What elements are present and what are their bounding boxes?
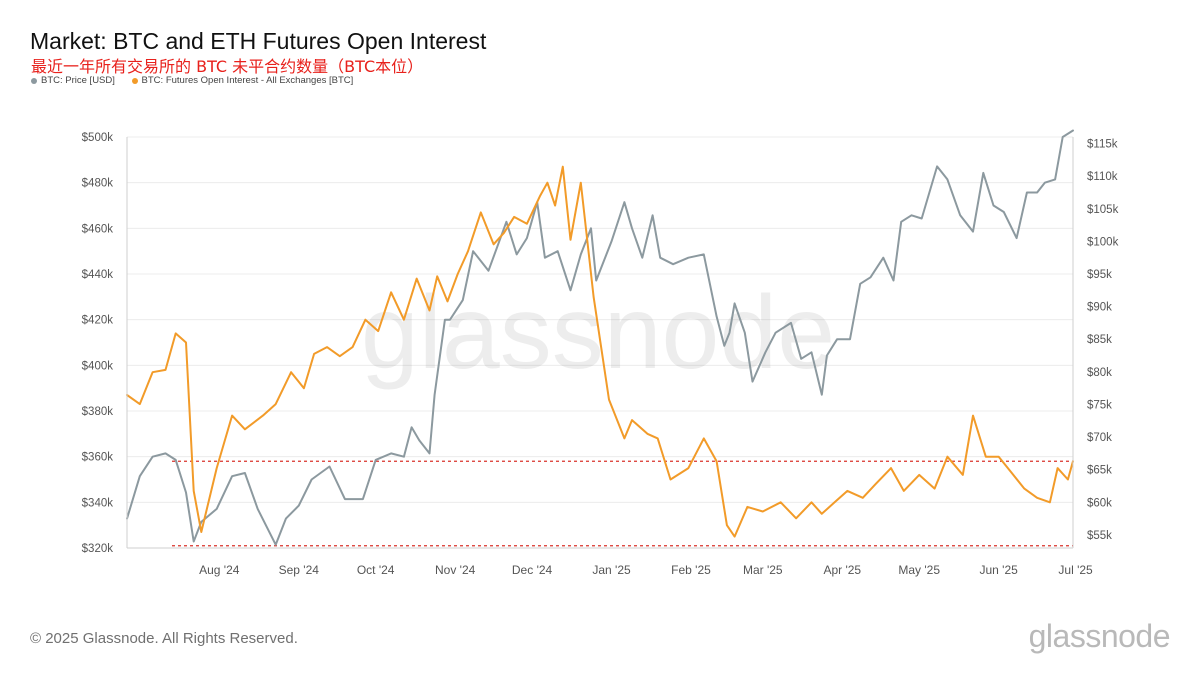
x-tick-label-3: Nov '24 bbox=[435, 563, 476, 577]
x-tick-label-1: Sep '24 bbox=[279, 563, 320, 577]
y-right-tick-label-4: $75k bbox=[1087, 399, 1112, 411]
reference-lines bbox=[172, 460, 1073, 547]
legend-label-price: BTC: Price [USD] bbox=[41, 75, 115, 86]
chart-title: Market: BTC and ETH Futures Open Interes… bbox=[30, 28, 487, 54]
brand-logo: glassnode bbox=[1028, 618, 1171, 654]
legend-item-price[interactable]: BTC: Price [USD] bbox=[31, 75, 115, 86]
x-tick-label-2: Oct '24 bbox=[357, 563, 395, 577]
y-right-tick-label-7: $90k bbox=[1087, 302, 1112, 314]
y-right-tick-label-0: $55k bbox=[1087, 530, 1112, 542]
tick-labels: $320k $340k $360k $380k $400k $420k $440k $460k… bbox=[82, 132, 1119, 577]
y-right-tick-label-1: $60k bbox=[1087, 497, 1112, 509]
legend-label-open-interest: BTC: Futures Open Interest - All Exchang… bbox=[141, 75, 354, 86]
chart: glassnode $320k $340k $360k $380k $400k $420k… bbox=[82, 129, 1119, 577]
gridlines bbox=[127, 136, 1073, 549]
x-tick-label-10: Jun '25 bbox=[979, 563, 1018, 577]
legend-swatch-price bbox=[31, 77, 37, 84]
open-interest-series-line bbox=[126, 165, 1074, 538]
y-right-tick-label-2: $65k bbox=[1087, 465, 1112, 477]
y-left-tick-label-4: $400k bbox=[82, 360, 114, 372]
axes bbox=[126, 137, 1074, 549]
y-left-tick-label-9: $500k bbox=[82, 132, 114, 144]
x-tick-label-11: Jul '25 bbox=[1058, 563, 1093, 577]
x-tick-label-6: Feb '25 bbox=[671, 563, 711, 577]
y-left-tick-label-2: $360k bbox=[82, 452, 114, 464]
x-tick-label-0: Aug '24 bbox=[199, 563, 240, 577]
y-left-tick-label-6: $440k bbox=[82, 269, 114, 281]
y-right-tick-label-5: $80k bbox=[1087, 367, 1112, 379]
watermark: glassnode bbox=[361, 275, 835, 391]
x-tick-label-4: Dec '24 bbox=[512, 563, 553, 577]
y-left-tick-label-3: $380k bbox=[82, 406, 114, 418]
y-right-tick-label-8: $95k bbox=[1087, 269, 1112, 281]
y-left-tick-label-8: $480k bbox=[82, 178, 114, 190]
x-tick-label-5: Jan '25 bbox=[592, 563, 631, 577]
legend: BTC: Price [USD] BTC: Futures Open Inter… bbox=[31, 75, 367, 87]
x-tick-label-9: May '25 bbox=[898, 563, 940, 577]
x-tick-label-7: Mar '25 bbox=[743, 563, 783, 577]
y-right-tick-label-12: $115k bbox=[1087, 139, 1118, 151]
series-lines bbox=[126, 129, 1074, 546]
y-right-tick-label-9: $100k bbox=[1087, 236, 1119, 248]
price-series-line bbox=[126, 129, 1074, 546]
legend-item-open-interest[interactable]: BTC: Futures Open Interest - All Exchang… bbox=[131, 75, 354, 86]
chart-subtitle: 最近一年所有交易所的 BTC 未平合约数量（BTC本位） bbox=[31, 57, 424, 76]
y-right-tick-label-10: $105k bbox=[1087, 204, 1119, 216]
x-tick-label-8: Apr '25 bbox=[823, 563, 861, 577]
y-left-tick-label-1: $340k bbox=[82, 497, 114, 509]
y-right-tick-label-11: $110k bbox=[1087, 171, 1118, 183]
copyright-text: © 2025 Glassnode. All Rights Reserved. bbox=[30, 630, 298, 647]
y-right-tick-label-6: $85k bbox=[1087, 334, 1112, 346]
legend-swatch-open-interest bbox=[131, 77, 138, 84]
y-right-tick-label-3: $70k bbox=[1087, 432, 1112, 444]
y-left-tick-label-5: $420k bbox=[82, 315, 114, 327]
y-left-tick-label-7: $460k bbox=[82, 223, 114, 235]
y-left-tick-label-0: $320k bbox=[82, 543, 114, 555]
